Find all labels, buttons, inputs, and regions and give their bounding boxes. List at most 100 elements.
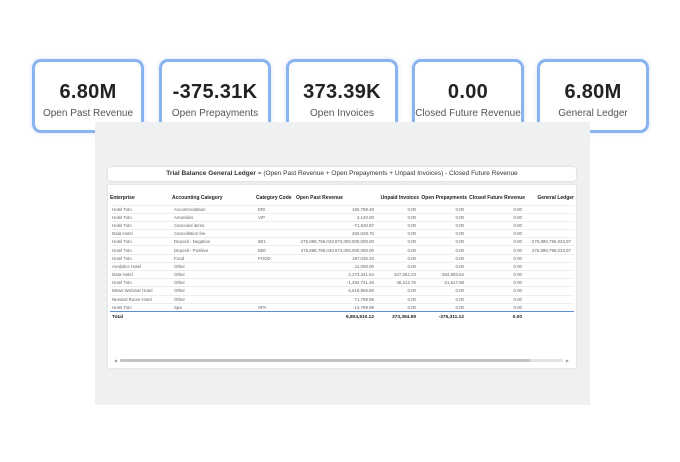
- table-cell: 0.00: [467, 302, 525, 312]
- table-row[interactable]: Hotel Toto Deposit - Positive B00 275,898,7…: [110, 245, 574, 255]
- table-row[interactable]: Hotel Toto Deposit - Negative B01 -275,898,…: [110, 237, 574, 246]
- table-cell: 0.00: [377, 261, 419, 271]
- column-header[interactable]: Open Prepayments: [421, 194, 467, 201]
- table-cell: [256, 220, 296, 230]
- kpi-value: 6.80M: [59, 81, 117, 103]
- table-cell: Hotel Toto: [110, 237, 172, 246]
- table-cell: [525, 212, 574, 222]
- table-cell: 0.00: [377, 253, 419, 263]
- table-cell: [256, 286, 296, 296]
- column-header[interactable]: Closed Future Revenue: [469, 194, 525, 201]
- table-cell: Hotel Toto: [110, 253, 172, 263]
- table-cell: Cancellation fee: [172, 229, 256, 238]
- table-cell: -1,482,741.45: [296, 278, 377, 287]
- column-header[interactable]: Open Past Revenue: [296, 194, 343, 201]
- ledger-table-card: Enterprise Accounting Category Category …: [108, 185, 576, 368]
- column-header[interactable]: Enterprise: [110, 194, 135, 201]
- table-cell: Spa: [172, 302, 256, 312]
- table-row[interactable]: Needed Room Hotel Other 71,799.95 0.00 0.00 0…: [110, 294, 574, 304]
- table-cell: Other: [172, 294, 256, 304]
- table-cell: Other: [172, 278, 256, 287]
- total-cell: [256, 310, 296, 323]
- table-row[interactable]: Hotel Toto Spa SPA -13,799.99 0.00 0.00 0.00: [110, 302, 574, 312]
- table-cell: [256, 261, 296, 271]
- kpi-card-general-ledger[interactable]: 6.80M General Ledger: [537, 59, 649, 133]
- table-cell: 0.00: [419, 237, 467, 246]
- table-cell: 0.00: [467, 204, 525, 214]
- table-cell: Analytics Hotel: [110, 261, 172, 271]
- table-row[interactable]: Hotel Toto Other -1,482,741.45 46,312.76 -21…: [110, 278, 574, 287]
- table-cell: -353,893.54: [419, 269, 467, 279]
- table-cell: -21,617.58: [419, 278, 467, 287]
- table-cell: 0.00: [377, 237, 419, 246]
- table-cell: 0.00: [467, 237, 525, 246]
- table-cell: [256, 294, 296, 304]
- column-header[interactable]: Category Code: [256, 194, 292, 201]
- table-cell: Data Hotel: [110, 269, 172, 279]
- kpi-label: Closed Future Revenue: [415, 108, 521, 119]
- total-cell: 6,804,910.12: [296, 310, 377, 323]
- table-header-row: Enterprise Accounting Category Category …: [110, 191, 574, 205]
- table-cell: Deposit - Positive: [172, 245, 256, 255]
- table-cell: Deposit - Negative: [172, 237, 256, 246]
- table-cell: -275,898,796,033,973,000,000,000.00: [296, 237, 377, 246]
- table-row[interactable]: Mews Webinar Hotel Other 5,619,866.80 0.00 0…: [110, 286, 574, 296]
- table-cell: 2,273,441.64: [296, 269, 377, 279]
- table-cell: 0.00: [419, 253, 467, 263]
- table-cell: Hotel Toto: [110, 204, 172, 214]
- total-cell: 373,394.99: [377, 310, 419, 323]
- ledger-table: Enterprise Accounting Category Category …: [110, 191, 574, 323]
- table-cell: [525, 204, 574, 214]
- table-cell: 0.00: [377, 220, 419, 230]
- table-cell: Canceled items: [172, 220, 256, 230]
- table-cell: Hotel Toto: [110, 212, 172, 222]
- table-cell: 11,000.00: [296, 261, 377, 271]
- table-cell: Hotel Toto: [110, 245, 172, 255]
- table-row[interactable]: Data Hotel Other 2,273,441.64 327,082.23 -35…: [110, 269, 574, 279]
- column-header[interactable]: Unpaid Invoices: [380, 194, 419, 201]
- total-cell: -375,311.12: [419, 310, 467, 323]
- table-cell: 0.00: [467, 286, 525, 296]
- table-row[interactable]: Hotel Toto Amenities VIP 4,140.00 0.00 0.00 0.…: [110, 212, 574, 222]
- table-cell: Needed Room Hotel: [110, 294, 172, 304]
- table-cell: 155,798.48: [296, 204, 377, 214]
- table-cell: Hotel Toto: [110, 278, 172, 287]
- table-cell: -13,799.99: [296, 302, 377, 312]
- table-cell: 0.00: [377, 212, 419, 222]
- table-cell: 0.00: [467, 253, 525, 263]
- table-cell: [525, 302, 574, 312]
- table-cell: [256, 269, 296, 279]
- table-row[interactable]: Analytics Hotel Other 11,000.00 0.00 0.00 0.0…: [110, 261, 574, 271]
- table-cell: Hotel Toto: [110, 220, 172, 230]
- table-cell: 0.00: [467, 261, 525, 271]
- scroll-left-icon[interactable]: ◀: [114, 358, 118, 363]
- horizontal-scrollbar[interactable]: ◀ ▶: [114, 358, 569, 363]
- table-cell: 0.00: [419, 212, 467, 222]
- table-cell: Hotel Toto: [110, 302, 172, 312]
- table-row[interactable]: Hotel Toto Food FOOD 197,036.23 0.00 0.00 0.00: [110, 253, 574, 263]
- column-header[interactable]: Accounting Category: [172, 194, 223, 201]
- kpi-value: -375.31K: [172, 81, 258, 103]
- table-cell: 4,140.00: [296, 212, 377, 222]
- scroll-right-icon[interactable]: ▶: [565, 358, 569, 363]
- kpi-label: General Ledger: [558, 108, 628, 119]
- table-cell: [525, 261, 574, 271]
- scroll-thumb[interactable]: [120, 359, 530, 362]
- table-row[interactable]: Data Hotel Cancellation fee 260,028.76 0.00…: [110, 229, 574, 238]
- table-row[interactable]: Hotel Toto Accommodation ERI 155,798.48 0.00…: [110, 204, 574, 214]
- table-cell: 197,036.23: [296, 253, 377, 263]
- table-cell: 260,028.76: [296, 229, 377, 238]
- table-cell: -71,530.87: [296, 220, 377, 230]
- total-cell: 0.00: [467, 310, 525, 323]
- table-cell: B01: [256, 237, 296, 246]
- kpi-value: 373.39K: [303, 81, 381, 103]
- kpi-card-open-past-revenue[interactable]: 6.80M Open Past Revenue: [32, 59, 144, 133]
- kpi-label: Open Prepayments: [171, 108, 259, 119]
- table-cell: 0.00: [419, 286, 467, 296]
- table-cell: [525, 220, 574, 230]
- table-cell: Other: [172, 269, 256, 279]
- table-cell: 0.00: [377, 294, 419, 304]
- table-row[interactable]: Hotel Toto Canceled items -71,530.87 0.00 0.…: [110, 220, 574, 230]
- table-cell: 0.00: [467, 269, 525, 279]
- column-header[interactable]: General Ledger: [537, 194, 574, 201]
